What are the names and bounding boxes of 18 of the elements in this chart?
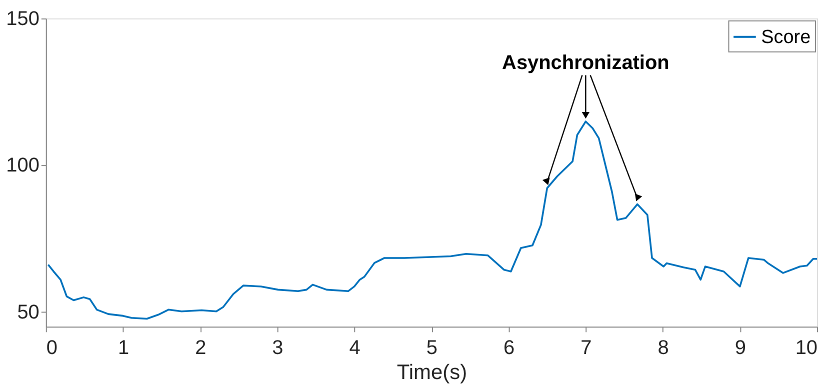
x-tick-label: 4 — [349, 337, 360, 360]
annotation: Asynchronization — [502, 52, 670, 74]
x-tick-label: 10 — [795, 337, 818, 360]
x-tick-label: 2 — [195, 337, 206, 360]
x-tick-label: 6 — [504, 337, 515, 360]
x-tick-label: 5 — [426, 337, 438, 360]
y-tick-label: 150 — [6, 8, 40, 30]
line-series — [47, 120, 818, 320]
legend-label: Score — [761, 26, 811, 48]
x-axis-title: Time(s) — [396, 361, 468, 384]
x-tick-label: 3 — [272, 337, 284, 360]
x-tick-label: 9 — [734, 337, 746, 360]
x-tick-label: 1 — [118, 337, 130, 360]
x-tick-label: 7 — [580, 337, 592, 360]
x-tick-label: 0 — [46, 337, 58, 360]
y-tick-label: 50 — [17, 301, 40, 324]
x-tick-label: 8 — [658, 337, 669, 360]
y-tick-label: 100 — [6, 154, 40, 177]
